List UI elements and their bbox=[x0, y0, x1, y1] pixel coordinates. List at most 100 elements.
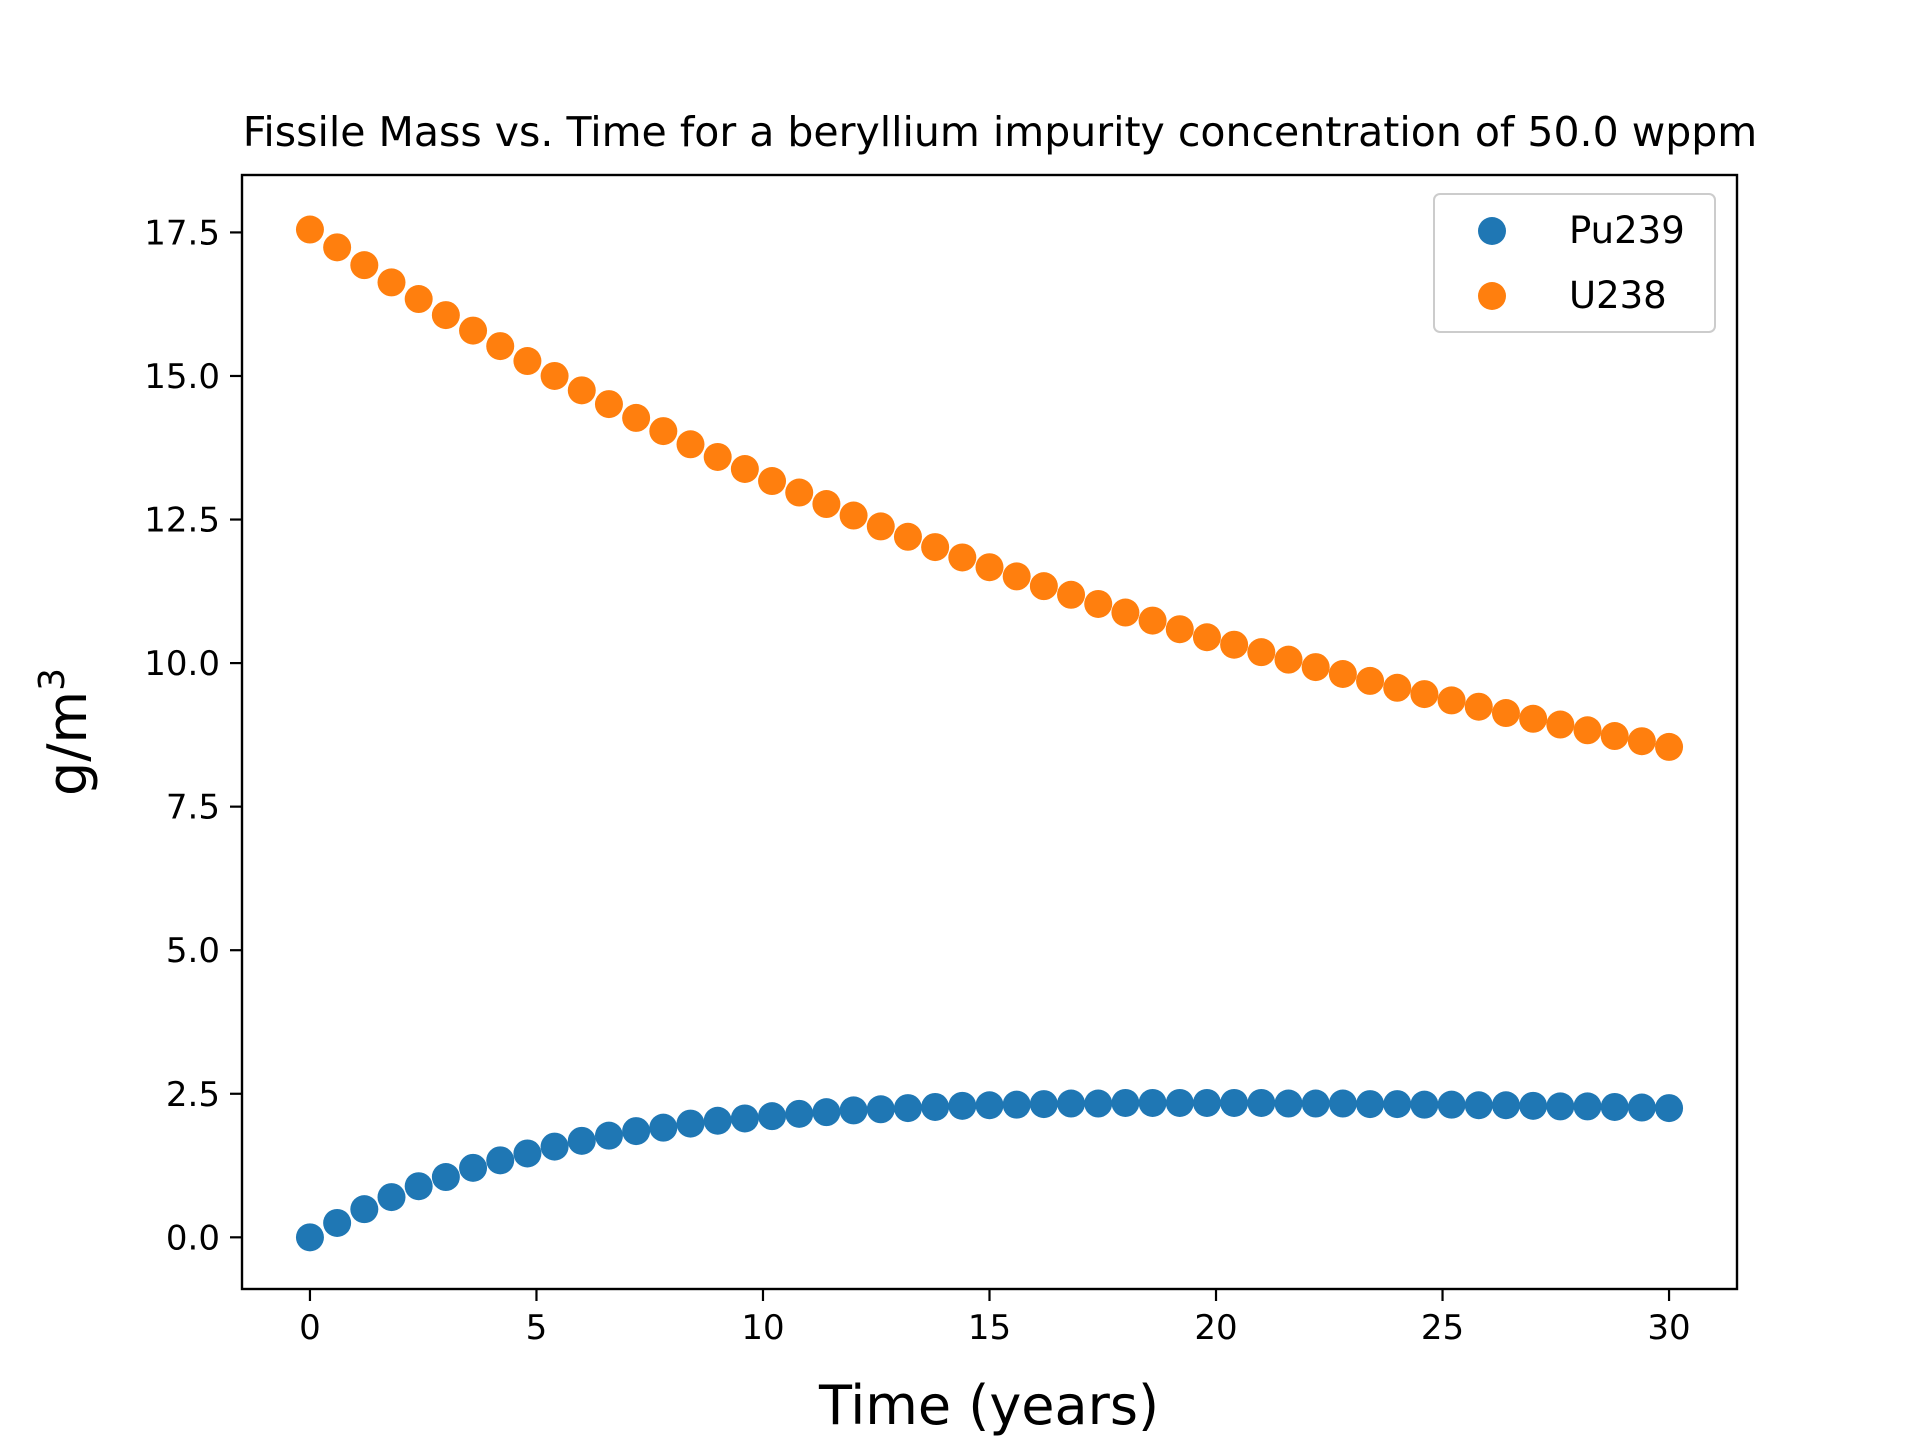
data-point-pu239 bbox=[323, 1208, 352, 1237]
x-axis-ticks: 0 5 10 15 20 25 30 bbox=[299, 1289, 1691, 1348]
legend-marker-pu239 bbox=[1478, 217, 1506, 245]
data-point-u238 bbox=[567, 376, 596, 405]
data-point-pu239 bbox=[1029, 1090, 1058, 1119]
y-tick-label: 7.5 bbox=[166, 788, 220, 828]
data-point-u238 bbox=[1464, 692, 1493, 721]
data-point-u238 bbox=[921, 533, 950, 562]
data-point-pu239 bbox=[921, 1092, 950, 1121]
data-point-u238 bbox=[486, 332, 515, 361]
legend-label-pu239: Pu239 bbox=[1569, 209, 1685, 252]
chart-title: Fissile Mass vs. Time for a beryllium im… bbox=[243, 108, 1757, 156]
data-point-pu239 bbox=[1600, 1092, 1629, 1121]
data-point-u238 bbox=[1111, 598, 1140, 627]
data-point-pu239 bbox=[785, 1099, 814, 1128]
data-point-pu239 bbox=[513, 1139, 542, 1168]
data-point-pu239 bbox=[676, 1109, 705, 1138]
data-point-pu239 bbox=[540, 1132, 569, 1161]
data-point-pu239 bbox=[594, 1121, 623, 1150]
data-point-pu239 bbox=[567, 1126, 596, 1155]
data-point-pu239 bbox=[377, 1183, 406, 1212]
data-point-pu239 bbox=[1002, 1090, 1031, 1119]
data-point-u238 bbox=[404, 285, 433, 314]
y-tick-label: 5.0 bbox=[166, 931, 220, 971]
data-point-u238 bbox=[350, 251, 379, 280]
data-point-u238 bbox=[295, 215, 324, 244]
data-point-u238 bbox=[1627, 727, 1656, 756]
data-point-u238 bbox=[1274, 645, 1303, 674]
data-point-pu239 bbox=[1220, 1088, 1249, 1117]
data-point-pu239 bbox=[1328, 1089, 1357, 1118]
data-point-pu239 bbox=[703, 1106, 732, 1135]
data-point-pu239 bbox=[1247, 1088, 1276, 1117]
y-tick-label: 12.5 bbox=[144, 501, 220, 541]
data-point-u238 bbox=[622, 403, 651, 432]
x-tick-label: 0 bbox=[299, 1308, 321, 1348]
data-point-pu239 bbox=[1192, 1088, 1221, 1117]
data-point-u238 bbox=[1084, 589, 1113, 618]
data-point-u238 bbox=[1138, 606, 1167, 635]
x-tick-label: 30 bbox=[1647, 1308, 1690, 1348]
data-point-pu239 bbox=[1464, 1091, 1493, 1120]
data-point-u238 bbox=[594, 390, 623, 419]
y-tick-label: 17.5 bbox=[144, 213, 220, 253]
data-point-u238 bbox=[893, 522, 922, 551]
data-point-u238 bbox=[730, 455, 759, 483]
data-point-u238 bbox=[513, 347, 542, 376]
data-point-pu239 bbox=[948, 1091, 977, 1120]
legend-label-u238: U238 bbox=[1569, 274, 1667, 317]
data-point-u238 bbox=[377, 268, 406, 297]
data-point-pu239 bbox=[1410, 1090, 1439, 1119]
data-point-u238 bbox=[866, 512, 895, 541]
x-tick-label: 15 bbox=[968, 1308, 1011, 1348]
data-point-pu239 bbox=[1655, 1094, 1684, 1123]
data-point-pu239 bbox=[1274, 1089, 1303, 1118]
plot-marks bbox=[295, 215, 1684, 1252]
data-point-pu239 bbox=[812, 1098, 841, 1127]
data-point-pu239 bbox=[1084, 1089, 1113, 1118]
data-point-u238 bbox=[431, 301, 460, 330]
data-point-u238 bbox=[1192, 623, 1221, 652]
data-point-u238 bbox=[785, 478, 814, 507]
data-point-u238 bbox=[812, 490, 841, 519]
data-point-u238 bbox=[975, 553, 1004, 582]
x-tick-label: 20 bbox=[1194, 1308, 1237, 1348]
data-point-u238 bbox=[1655, 732, 1684, 761]
y-axis-title-superscript: 3 bbox=[32, 668, 73, 691]
data-point-u238 bbox=[1220, 630, 1249, 659]
data-point-u238 bbox=[1002, 562, 1031, 591]
data-point-pu239 bbox=[975, 1091, 1004, 1120]
data-point-pu239 bbox=[295, 1223, 324, 1252]
data-point-u238 bbox=[839, 501, 868, 530]
data-point-u238 bbox=[1546, 710, 1575, 739]
data-point-u238 bbox=[1573, 716, 1602, 745]
data-point-u238 bbox=[1328, 660, 1357, 688]
data-point-pu239 bbox=[1519, 1091, 1548, 1120]
data-point-u238 bbox=[1356, 666, 1385, 695]
data-point-pu239 bbox=[1356, 1090, 1385, 1119]
data-point-u238 bbox=[1165, 615, 1194, 644]
data-point-u238 bbox=[459, 316, 488, 345]
data-point-pu239 bbox=[839, 1096, 868, 1125]
data-point-u238 bbox=[1057, 580, 1086, 609]
data-point-pu239 bbox=[730, 1104, 759, 1133]
data-point-u238 bbox=[649, 417, 678, 446]
data-point-pu239 bbox=[431, 1163, 460, 1192]
data-point-pu239 bbox=[1165, 1088, 1194, 1117]
data-point-pu239 bbox=[1627, 1093, 1656, 1122]
y-axis-ticks: 0.0 2.5 5.0 7.5 10.0 12.5 15.0 17.5 bbox=[144, 213, 242, 1258]
x-tick-label: 5 bbox=[526, 1308, 548, 1348]
data-point-pu239 bbox=[893, 1094, 922, 1123]
data-point-pu239 bbox=[649, 1113, 678, 1142]
data-point-u238 bbox=[703, 442, 732, 471]
data-point-pu239 bbox=[404, 1172, 433, 1201]
x-axis-title: Time (years) bbox=[818, 1374, 1159, 1437]
legend-marker-u238 bbox=[1478, 282, 1506, 310]
legend: Pu239 U238 bbox=[1433, 193, 1716, 333]
data-point-u238 bbox=[948, 543, 977, 572]
data-point-u238 bbox=[1383, 673, 1412, 702]
data-point-u238 bbox=[540, 361, 569, 390]
data-point-u238 bbox=[676, 430, 705, 459]
data-point-pu239 bbox=[1111, 1088, 1140, 1117]
